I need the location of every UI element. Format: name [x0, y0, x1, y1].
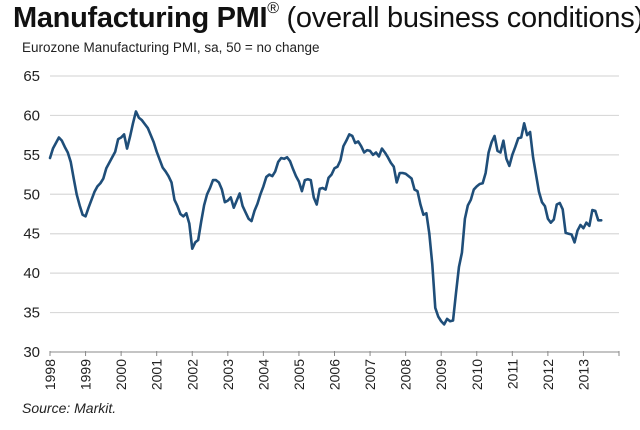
x-tick-label: 2006	[327, 359, 343, 390]
x-tick-label: 2008	[398, 359, 414, 390]
x-tick-label: 2000	[113, 359, 129, 390]
x-tick-label: 2011	[504, 359, 520, 389]
y-tick-label: 50	[23, 186, 40, 203]
x-tick-label: 1998	[42, 359, 58, 390]
x-tick-label: 2013	[575, 359, 591, 390]
y-tick-label: 30	[23, 344, 40, 361]
y-axis: 30 35 40 45 50 55 60 65	[23, 68, 40, 361]
x-tick-label: 2001	[149, 359, 165, 390]
chart-title-bold: Manufacturing PMI	[13, 2, 268, 34]
y-tick-label: 40	[23, 265, 40, 282]
x-tick-label: 2010	[469, 359, 485, 390]
chart-subtitle: Eurozone Manufacturing PMI, sa, 50 = no …	[22, 40, 320, 55]
x-tick-label: 1999	[78, 359, 94, 390]
y-tick-label: 45	[23, 226, 40, 243]
source-note: Source: Markit.	[22, 400, 117, 416]
registered-mark: ®	[267, 0, 279, 17]
series-line-pmi	[48, 110, 603, 326]
x-axis: 1998 1999 2000 2001 2002 2003 2004 2005 2006 2007…	[42, 351, 620, 390]
x-tick-label: 2009	[433, 359, 449, 390]
y-tick-label: 35	[23, 305, 40, 322]
y-tick-label: 55	[23, 147, 40, 164]
chart-title: Manufacturing PMI® (overall business con…	[13, 0, 640, 35]
x-tick-label: 2002	[184, 359, 200, 390]
x-tick-label: 2005	[291, 359, 307, 390]
series-layer	[48, 110, 603, 326]
y-tick-label: 65	[23, 68, 40, 85]
x-tick-label: 2003	[220, 359, 236, 390]
chart-title-rest: (overall business conditions)	[278, 2, 640, 34]
y-tick-label: 60	[23, 107, 40, 124]
gridlines	[50, 75, 619, 314]
x-tick-label: 2007	[362, 359, 378, 390]
x-tick-label: 2012	[540, 359, 556, 390]
x-tick-label: 2004	[255, 359, 271, 390]
